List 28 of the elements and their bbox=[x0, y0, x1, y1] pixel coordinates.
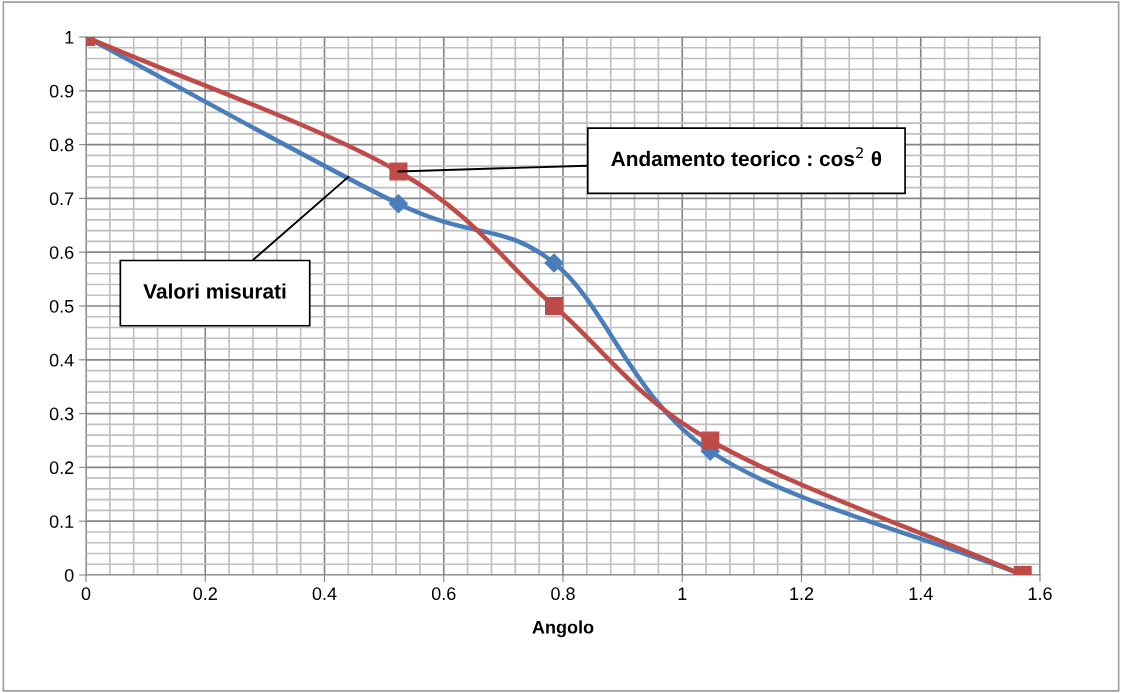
y-tick-label: 0.9 bbox=[49, 84, 74, 98]
x-tick-label: 0.8 bbox=[551, 587, 575, 601]
x-tick-label: 0.2 bbox=[193, 587, 217, 601]
x-tick-label: 0 bbox=[81, 587, 91, 601]
point bbox=[545, 296, 564, 316]
y-tick-label: 0.6 bbox=[49, 246, 74, 259]
y-tick-label: 0.2 bbox=[49, 461, 74, 475]
point bbox=[388, 194, 408, 214]
x-tick-label: 1.6 bbox=[1028, 587, 1052, 601]
x-tick-label: 1 bbox=[678, 587, 687, 600]
x-tick-label: 1.4 bbox=[909, 587, 933, 600]
y-tick-label: 0.8 bbox=[49, 138, 74, 152]
y-tick-label: 0 bbox=[64, 568, 74, 582]
point bbox=[544, 253, 564, 273]
x-tick-label: 1.2 bbox=[790, 587, 814, 600]
x-tick-label: 0.6 bbox=[431, 587, 456, 601]
y-tick-label: 0.4 bbox=[49, 353, 74, 367]
x-tick-label: 0.4 bbox=[312, 587, 337, 601]
y-tick-label: 0.7 bbox=[49, 192, 74, 206]
y-tick-label: 1 bbox=[65, 31, 74, 44]
annotation: Valori misurati bbox=[143, 283, 286, 299]
y-tick-label: 0.3 bbox=[49, 407, 74, 421]
annotation: Andamento teorico : cos$^{2}$ θ bbox=[611, 147, 882, 167]
x-axis-title: Angolo bbox=[532, 620, 594, 638]
y-tick-label: 0.5 bbox=[49, 299, 74, 313]
y-tick-label: 0.1 bbox=[49, 515, 74, 528]
point bbox=[701, 431, 720, 450]
point bbox=[389, 162, 408, 181]
